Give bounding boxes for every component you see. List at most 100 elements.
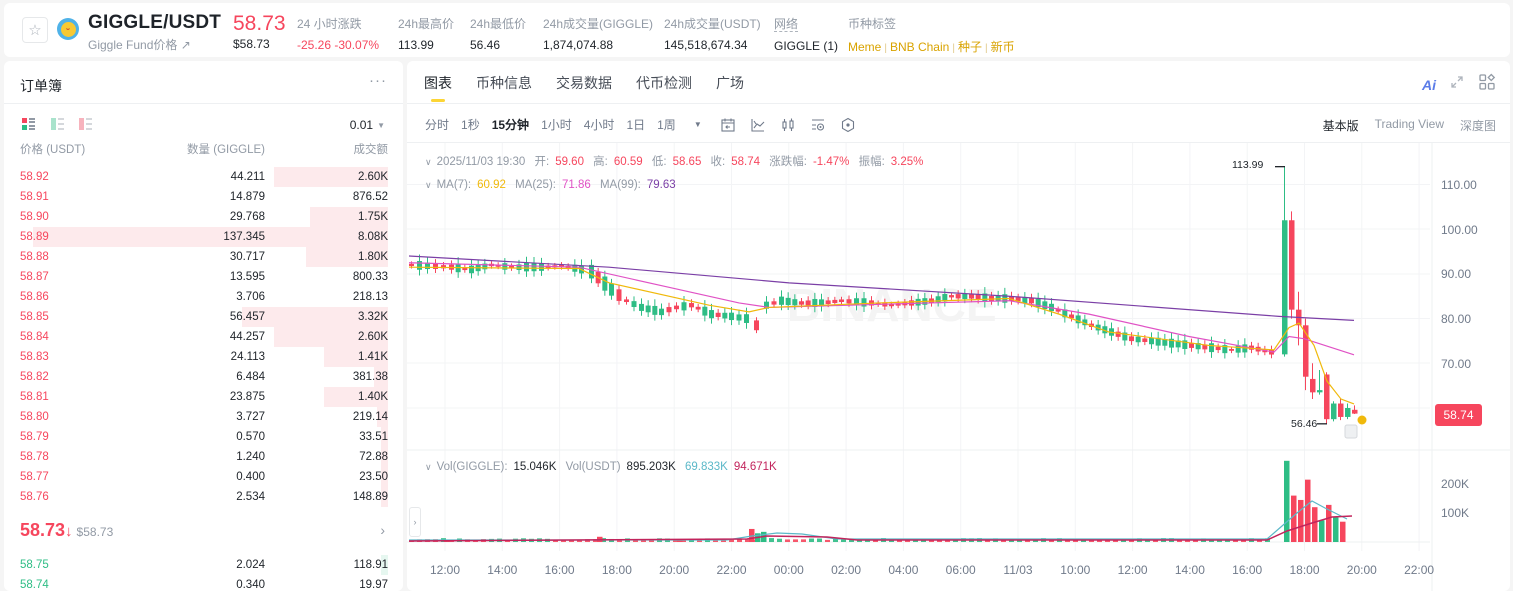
- star-icon: ☆: [28, 22, 42, 39]
- row-qty: 24.113: [230, 351, 265, 363]
- stat-24h-volume-quote: 24h成交量(USDT) 145,518,674.34: [664, 17, 761, 52]
- row-price: 58.74: [20, 579, 49, 591]
- orderbook-mode-both-icon[interactable]: [22, 118, 36, 130]
- orderbook-row[interactable]: 58.81 23.875 1.40K: [4, 387, 403, 407]
- orderbook-row[interactable]: 58.77 0.400 23.50: [4, 467, 403, 487]
- orderbook-mode-asks-icon[interactable]: [79, 118, 93, 130]
- row-qty: 23.875: [229, 391, 265, 403]
- orderbook-row[interactable]: 58.83 24.113 1.41K: [4, 347, 403, 367]
- chart-panel: 图表 币种信息 交易数据 代币检测 广场 Ai 分时 1秒 15分钟 1小时 4…: [407, 61, 1510, 591]
- row-total: 218.13: [352, 291, 388, 303]
- x-tick: 16:00: [1232, 563, 1263, 577]
- orderbook-row[interactable]: 58.87 13.595 800.33: [4, 267, 403, 287]
- x-tick: 22:00: [716, 563, 747, 577]
- orderbook-row[interactable]: 58.79 0.570 33.51: [4, 427, 403, 447]
- chevron-right-icon[interactable]: ›: [380, 522, 385, 538]
- row-price: 58.92: [20, 171, 49, 183]
- precision-select[interactable]: 0.01 ▼: [349, 118, 385, 132]
- tab-trading-data[interactable]: 交易数据: [556, 75, 612, 91]
- row-price: 58.83: [20, 351, 49, 363]
- orderbook-mid-price[interactable]: 58.73↓ $58.73 ›: [20, 520, 387, 544]
- depth-bar: [381, 427, 388, 447]
- layout-grid-icon[interactable]: [1478, 73, 1496, 96]
- view-basic[interactable]: 基本版: [1322, 119, 1359, 133]
- row-qty: 13.595: [229, 271, 265, 283]
- orderbook-row[interactable]: 58.82 6.484 381.38: [4, 367, 403, 387]
- indicator-icon[interactable]: [750, 117, 766, 133]
- orderbook-mode-bids-icon[interactable]: [51, 118, 65, 130]
- hexagon-settings-icon[interactable]: [840, 117, 856, 133]
- favorite-star-button[interactable]: ☆: [22, 17, 48, 43]
- chevron-down-icon[interactable]: ∨: [425, 180, 432, 190]
- interval-4h[interactable]: 4小时: [583, 118, 615, 132]
- row-total: 1.41K: [357, 351, 388, 363]
- x-tick: 04:00: [888, 563, 919, 577]
- depth-bar: [377, 407, 388, 427]
- y-tick: 100.00: [1441, 223, 1478, 237]
- row-qty: 30.717: [229, 251, 265, 263]
- view-depth[interactable]: 深度图: [1459, 119, 1496, 133]
- candlestick-chart[interactable]: BINANCE: [407, 61, 1510, 591]
- tag-bnb-chain[interactable]: BNB Chain: [889, 40, 950, 54]
- interval-1h[interactable]: 1小时: [541, 118, 572, 132]
- depth-bar: [324, 347, 388, 367]
- orderbook-row[interactable]: 58.74 0.340 19.97: [4, 575, 403, 591]
- stat-network[interactable]: 网络 GIGGLE (1): [774, 17, 839, 53]
- orderbook-row[interactable]: 58.89 137.345 8.08K: [4, 227, 403, 247]
- col-header-qty: 数量 (GIGGLE): [187, 144, 265, 156]
- row-total: 1.80K: [357, 251, 388, 263]
- bids-list: 58.75 2.024 118.91 58.74 0.340 19.97: [4, 555, 403, 591]
- x-tick: 14:00: [487, 563, 518, 577]
- tab-coin-info[interactable]: 币种信息: [476, 75, 532, 91]
- coin-price-link[interactable]: Giggle Fund价格 ↗: [88, 38, 191, 52]
- candle-style-icon[interactable]: [780, 117, 796, 133]
- tab-token-check[interactable]: 代币检测: [636, 75, 692, 91]
- chevron-down-icon[interactable]: ∨: [425, 462, 432, 472]
- depth-bar: [324, 387, 388, 407]
- orderbook-row[interactable]: 58.88 30.717 1.80K: [4, 247, 403, 267]
- interval-1s[interactable]: 1秒: [461, 118, 480, 132]
- row-total: 1.75K: [357, 211, 388, 223]
- interval-1d[interactable]: 1日: [626, 118, 646, 132]
- interval-15m[interactable]: 15分钟: [491, 118, 530, 132]
- expand-panel-button[interactable]: ›: [409, 507, 421, 537]
- current-price-tag: 58.74: [1435, 404, 1482, 426]
- tab-square[interactable]: 广场: [716, 75, 744, 91]
- ellipsis-icon[interactable]: ···: [369, 72, 387, 89]
- chart-settings-icon[interactable]: [810, 117, 826, 133]
- interval-timeline[interactable]: 分时: [425, 118, 450, 132]
- row-price: 58.85: [20, 311, 49, 323]
- orderbook-row[interactable]: 58.85 56.457 3.32K: [4, 307, 403, 327]
- row-price: 58.76: [20, 491, 49, 503]
- orderbook-row[interactable]: 58.75 2.024 118.91: [4, 555, 403, 575]
- depth-bar: [310, 207, 388, 227]
- fullscreen-icon[interactable]: [1450, 75, 1464, 94]
- orderbook-row[interactable]: 58.91 14.879 876.52: [4, 187, 403, 207]
- depth-bar: [381, 467, 388, 487]
- orderbook-row[interactable]: 58.76 2.534 148.89: [4, 487, 403, 507]
- more-intervals-caret-icon[interactable]: ▼: [693, 120, 702, 129]
- interval-1w[interactable]: 1周: [657, 118, 676, 132]
- row-qty: 0.340: [236, 579, 265, 591]
- tab-chart[interactable]: 图表: [424, 73, 452, 102]
- chevron-down-icon[interactable]: ∨: [425, 157, 432, 167]
- orderbook-row[interactable]: 58.92 44.211 2.60K: [4, 167, 403, 187]
- orderbook-row[interactable]: 58.90 29.768 1.75K: [4, 207, 403, 227]
- row-price: 58.86: [20, 291, 49, 303]
- asks-list: 58.92 44.211 2.60K 58.91 14.879 876.52 58.90 29…: [4, 167, 403, 507]
- row-qty: 1.240: [236, 451, 265, 463]
- date-range-icon[interactable]: [720, 117, 736, 133]
- row-price: 58.84: [20, 331, 49, 343]
- mid-price: 58.73: [20, 520, 66, 540]
- tag-meme[interactable]: Meme: [848, 40, 882, 54]
- row-qty: 0.400: [236, 471, 265, 483]
- tag-new[interactable]: 新币: [990, 40, 1015, 54]
- ai-icon[interactable]: Ai: [1422, 76, 1436, 93]
- orderbook-row[interactable]: 58.78 1.240 72.88: [4, 447, 403, 467]
- orderbook-row[interactable]: 58.80 3.727 219.14: [4, 407, 403, 427]
- orderbook-row[interactable]: 58.86 3.706 218.13: [4, 287, 403, 307]
- chart-tabs: 图表 币种信息 交易数据 代币检测 广场: [424, 73, 768, 102]
- orderbook-row[interactable]: 58.84 44.257 2.60K: [4, 327, 403, 347]
- tag-seed[interactable]: 种子: [957, 40, 982, 54]
- view-tradingview[interactable]: Trading View: [1374, 117, 1444, 131]
